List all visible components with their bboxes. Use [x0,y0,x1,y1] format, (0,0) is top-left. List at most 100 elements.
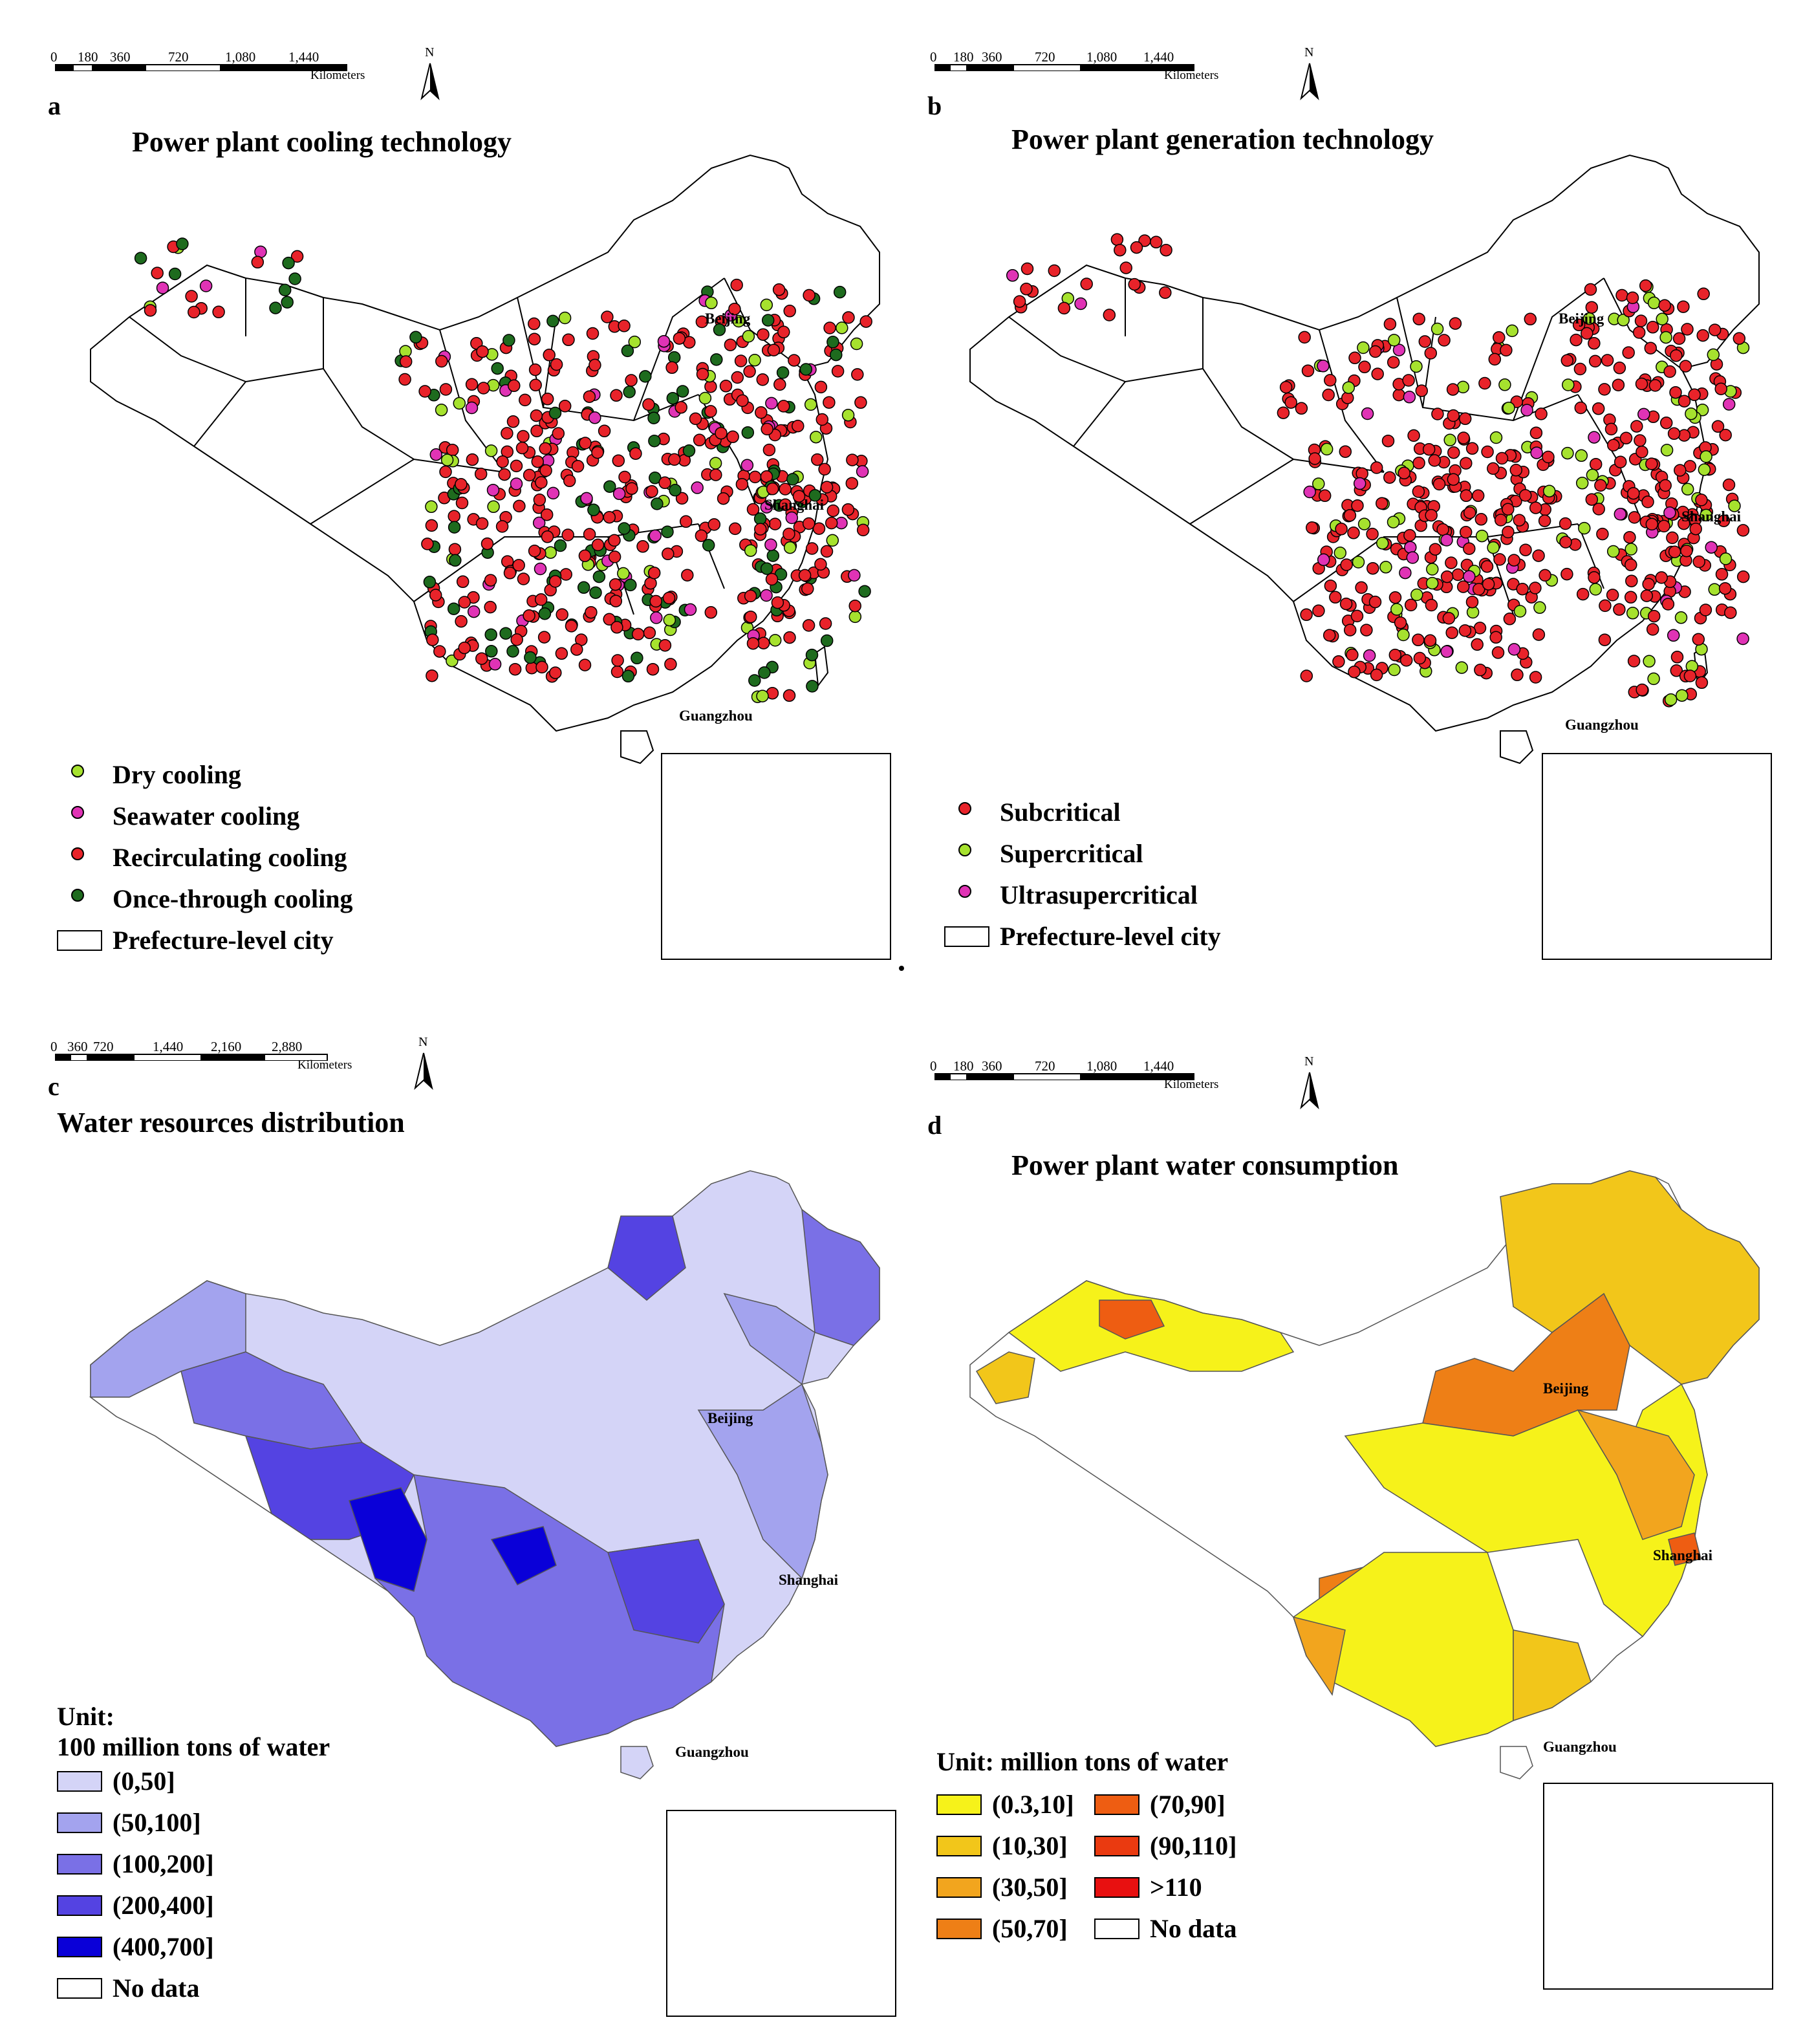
power-plant-marker [639,370,652,383]
power-plant-marker [1625,558,1637,572]
power-plant-marker [1661,598,1675,611]
power-plant-marker [792,490,806,503]
power-plant-marker [1529,501,1542,514]
power-plant-marker [1524,312,1537,326]
north-arrow-icon: N [407,1035,440,1093]
power-plant-marker [761,422,773,436]
power-plant-marker [704,380,717,393]
panel-letter: a [48,91,61,120]
scale-tick: 360 [67,1039,88,1054]
scale-tick: 1,080 [1086,49,1118,65]
power-plant-marker [1103,309,1116,321]
power-plant-marker [1685,407,1698,420]
power-plant-marker [1459,526,1473,539]
power-plant-marker [766,483,779,495]
city-label-shanghai: Shanghai [779,1572,839,1588]
power-plant-marker [783,541,797,554]
power-plant-marker [856,523,870,537]
power-plant-marker [1346,648,1359,662]
power-plant-marker [439,465,452,479]
power-plant-marker [550,358,563,371]
power-plant-marker [1277,406,1290,419]
power-plant-marker [426,633,439,646]
power-plant-marker [1295,402,1308,415]
legend-item-class-4: (200,400] [57,1886,330,1928]
power-plant-marker [544,546,557,559]
power-plant-marker [1387,334,1401,347]
power-plant-marker [1560,354,1574,367]
power-plant-marker [779,498,792,512]
power-plant-marker [1700,450,1712,463]
power-plant-marker [587,503,600,517]
power-plant-marker [696,367,709,381]
power-plant-marker [1447,473,1460,486]
power-plant-marker [1715,568,1729,581]
color-swatch [1094,1919,1139,1939]
power-plant-marker [1312,604,1325,618]
power-plant-marker [1353,477,1366,490]
power-plant-marker [269,301,282,314]
power-plant-marker [1643,655,1656,668]
power-plant-marker [539,442,552,455]
power-plant-marker [1442,612,1456,625]
power-plant-marker [534,593,548,606]
power-plant-marker [429,448,443,461]
power-plant-marker [1323,629,1336,642]
power-plant-marker [1460,489,1473,503]
scale-tick: 1,440 [153,1039,184,1054]
power-plant-marker [1394,616,1407,629]
power-plant-marker [538,607,552,620]
power-plant-marker [728,302,741,316]
power-plant-marker [1736,570,1750,583]
power-plant-marker [1674,464,1687,477]
power-plant-marker [812,522,826,535]
power-plant-marker [1348,665,1361,679]
power-plant-marker [498,468,511,481]
china-water-resources-map [89,1170,880,1779]
power-plant-marker [1667,427,1681,440]
power-plant-marker [1422,442,1436,456]
color-swatch [57,1895,102,1916]
power-plant-marker [818,462,831,476]
power-plant-marker [664,658,677,671]
power-plant-marker [1532,549,1545,562]
power-plant-marker [465,401,479,415]
power-plant-marker [777,325,790,339]
power-plant-marker [783,305,796,318]
power-plant-marker [1708,583,1721,596]
power-plant-marker [1647,672,1660,686]
power-plant-marker [792,419,804,433]
panel-letter: b [927,91,942,120]
power-plant-marker [815,413,829,426]
power-plant-marker [458,596,471,609]
power-plant-marker [728,522,742,536]
power-plant-marker [1487,541,1500,554]
power-plant-marker [760,562,773,575]
power-plant-marker [1398,466,1410,480]
power-plant-marker [1697,287,1710,301]
south-china-sea-inset [666,1810,896,2017]
power-plant-marker [1160,243,1172,257]
power-plant-marker [540,508,554,521]
power-plant-marker [1006,269,1019,282]
power-plant-marker [1670,664,1683,677]
power-plant-marker [1379,561,1392,574]
power-plant-marker [583,390,596,403]
power-plant-marker [783,689,796,702]
power-plant-marker [1300,608,1313,622]
power-plant-marker [552,427,565,440]
city-label-guangzhou: Guangzhou [1565,717,1639,733]
power-plant-marker [1472,583,1485,596]
power-plant-marker [1020,262,1034,276]
power-plant-marker [1674,611,1688,624]
power-plant-marker [1387,516,1400,528]
power-plant-marker [760,298,773,312]
city-label-shanghai: Shanghai [1653,1547,1713,1563]
power-plant-marker [134,252,147,265]
power-plant-marker [719,380,733,393]
power-plant-marker [689,412,702,426]
scale-tick: 360 [110,49,131,65]
power-plant-marker [762,443,776,457]
power-plant-marker [1561,446,1574,460]
power-plant-marker [1644,342,1657,354]
